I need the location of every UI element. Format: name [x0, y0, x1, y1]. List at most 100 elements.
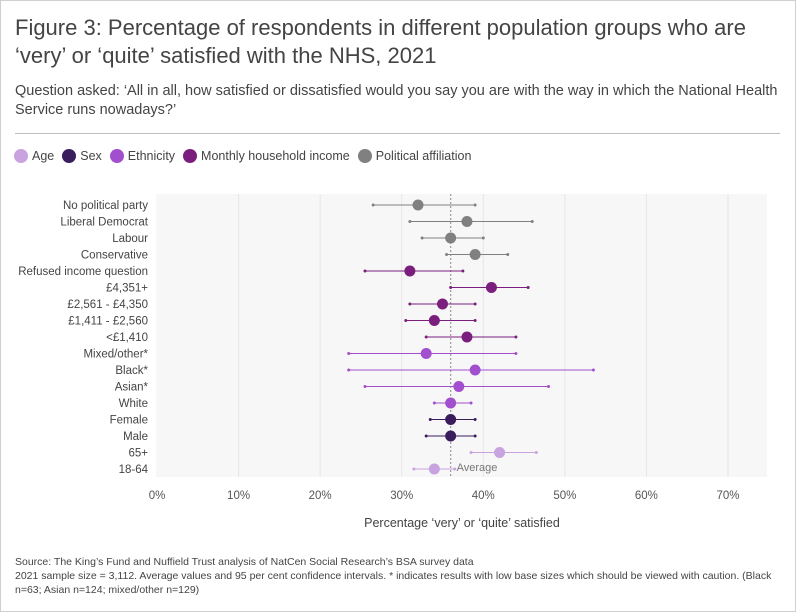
footnote-notes: 2021 sample size = 3,112. Average values…: [15, 570, 772, 596]
ci-high-cap: [473, 434, 477, 438]
legend-swatch-sex: [62, 149, 77, 163]
data-point[interactable]: [445, 414, 457, 425]
ci-high-cap: [453, 467, 457, 471]
data-point[interactable]: [494, 447, 506, 458]
y-category-label: Black*: [115, 365, 148, 377]
figure-title: Figure 3: Percentage of respondents in d…: [15, 15, 746, 68]
data-point[interactable]: [469, 249, 481, 260]
ci-low-cap: [449, 286, 453, 289]
figure-subtitle: Question asked: ‘All in all, how satisfi…: [15, 83, 778, 118]
ci-high-cap: [591, 368, 595, 372]
figure-footnote: Source: The King’s Fund and Nuffield Tru…: [15, 555, 785, 597]
legend-item-income[interactable]: Monthly household income: [183, 149, 350, 163]
x-tick-label: 10%: [227, 490, 250, 502]
y-category-label: 18-64: [119, 464, 149, 476]
x-tick-label: 0%: [149, 490, 166, 502]
title-divider: [15, 133, 780, 134]
data-point[interactable]: [428, 463, 440, 475]
ci-high-cap: [514, 352, 518, 355]
data-point[interactable]: [445, 397, 457, 409]
y-category-label: White: [119, 398, 148, 410]
ci-high-cap: [473, 203, 477, 207]
y-category-label: Liberal Democrat: [60, 217, 148, 229]
legend-label-income: Monthly household income: [201, 149, 350, 163]
y-category-label: Refused income question: [18, 266, 148, 278]
ci-low-cap: [428, 418, 432, 421]
ci-low-cap: [424, 434, 428, 438]
ci-high-cap: [530, 220, 534, 223]
ci-high-cap: [506, 253, 510, 256]
x-tick-label: 70%: [716, 490, 739, 502]
y-category-label: No political party: [63, 200, 148, 212]
ci-high-cap: [547, 385, 551, 388]
ci-low-cap: [371, 203, 375, 207]
data-point[interactable]: [404, 265, 416, 277]
data-point[interactable]: [445, 430, 457, 442]
ci-low-cap: [363, 385, 367, 388]
ci-high-cap: [473, 302, 477, 306]
ci-low-cap: [424, 335, 428, 339]
legend-label-political: Political affiliation: [375, 149, 472, 163]
data-point[interactable]: [485, 282, 497, 293]
legend-swatch-age: [14, 149, 28, 163]
ci-low-cap: [408, 220, 412, 223]
y-category-label: £4,351+: [106, 283, 148, 295]
data-point[interactable]: [412, 199, 424, 211]
x-tick-label: 50%: [553, 490, 576, 502]
legend-item-sex[interactable]: Sex: [62, 149, 102, 163]
y-category-label: <£1,410: [106, 332, 148, 344]
x-tick-label: 20%: [309, 490, 332, 502]
data-point[interactable]: [420, 348, 432, 359]
ci-low-cap: [445, 253, 449, 256]
x-tick-label: 40%: [472, 490, 495, 502]
legend-item-political[interactable]: Political affiliation: [357, 149, 472, 163]
data-point[interactable]: [436, 298, 448, 310]
chart-legend: Age Sex Ethnicity Monthly household inco…: [14, 149, 479, 163]
y-category-label: Mixed/other*: [83, 349, 148, 361]
ci-high-cap: [481, 236, 485, 240]
ci-high-cap: [514, 335, 518, 339]
y-category-label: Conservative: [81, 250, 148, 262]
data-point[interactable]: [428, 315, 440, 326]
x-axis-title: Percentage ‘very’ or ‘quite’ satisfied: [364, 516, 560, 530]
ci-low-cap: [432, 401, 436, 405]
ci-low-cap: [347, 352, 351, 355]
ci-low-cap: [469, 451, 473, 454]
plot-area: [156, 194, 767, 477]
y-category-label: £2,561 - £4,350: [67, 299, 148, 311]
ci-low-cap: [408, 302, 412, 306]
x-tick-label: 30%: [390, 490, 413, 502]
ci-high-cap: [534, 451, 538, 454]
y-category-label: £1,411 - £2,560: [68, 316, 148, 328]
y-category-label: 65+: [128, 448, 148, 460]
y-category-label: Female: [110, 415, 148, 427]
footnote-source: Source: The King’s Fund and Nuffield Tru…: [15, 556, 474, 568]
ci-low-cap: [363, 269, 367, 273]
data-point[interactable]: [453, 381, 465, 392]
legend-label-sex: Sex: [80, 149, 102, 163]
legend-swatch-ethnicity: [109, 149, 124, 163]
ci-high-cap: [461, 269, 465, 273]
y-category-label: Male: [123, 431, 148, 443]
legend-item-ethnicity[interactable]: Ethnicity: [109, 149, 176, 163]
ci-low-cap: [420, 236, 424, 240]
data-point[interactable]: [469, 364, 481, 376]
average-label: Average: [457, 462, 498, 474]
ci-high-cap: [473, 418, 477, 421]
ci-high-cap: [473, 319, 477, 322]
data-point[interactable]: [445, 232, 457, 244]
legend-label-age: Age: [32, 149, 55, 163]
legend-swatch-political: [357, 149, 372, 163]
legend-item-age[interactable]: Age: [14, 149, 54, 163]
data-point[interactable]: [461, 331, 473, 343]
legend-label-ethnicity: Ethnicity: [127, 149, 176, 163]
y-category-label: Labour: [112, 233, 148, 245]
ci-low-cap: [404, 319, 408, 322]
y-category-label: Asian*: [115, 382, 149, 394]
legend-swatch-income: [183, 149, 198, 163]
ci-low-cap: [347, 368, 351, 372]
x-tick-label: 60%: [635, 490, 658, 502]
data-point[interactable]: [461, 216, 473, 227]
ci-high-cap: [526, 286, 530, 289]
